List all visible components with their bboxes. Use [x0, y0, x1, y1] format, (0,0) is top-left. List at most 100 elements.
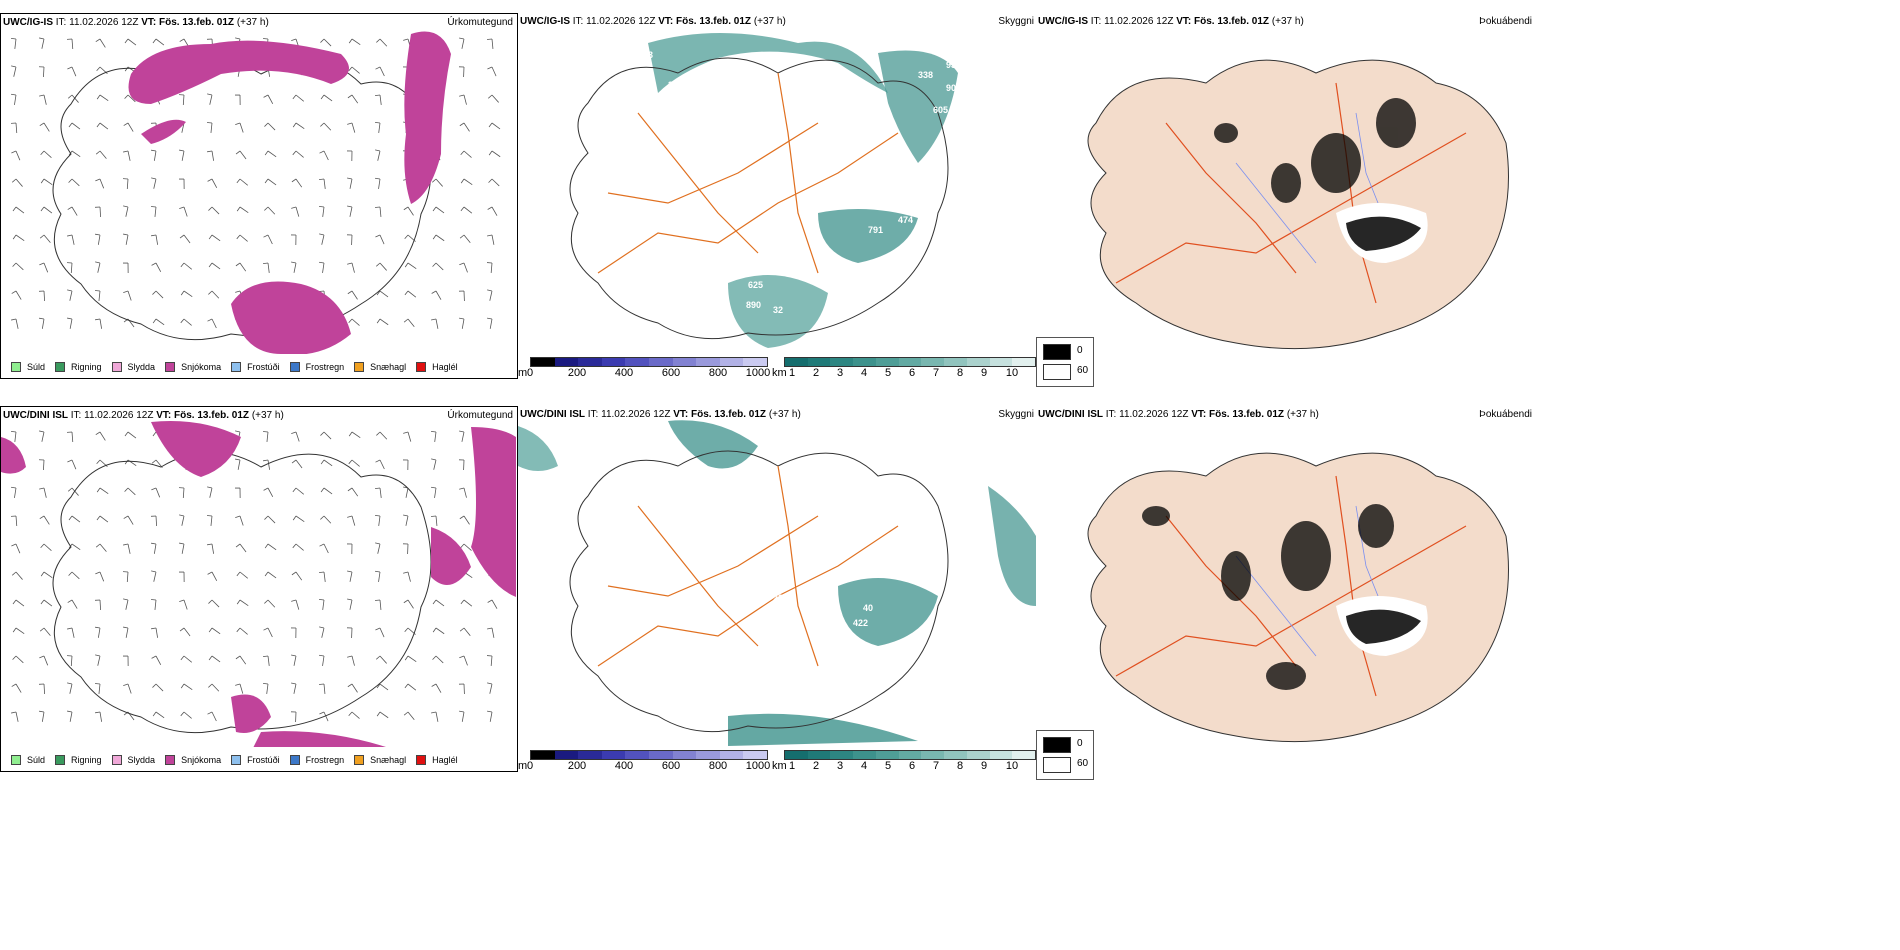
- wind-barb: [178, 487, 185, 499]
- wind-barb: [95, 150, 107, 159]
- wind-barb: [234, 487, 241, 499]
- visibility-area: [878, 50, 958, 163]
- wind-barb: [346, 543, 353, 555]
- wind-barb: [432, 206, 445, 214]
- wind-barb: [151, 570, 157, 582]
- wind-barb: [430, 486, 437, 498]
- wind-barb: [319, 150, 329, 161]
- wind-barb: [123, 290, 132, 301]
- wind-barb: [458, 683, 465, 695]
- wind-barb: [95, 626, 101, 638]
- wind-barb: [39, 710, 45, 722]
- colorbar-cell: [785, 751, 808, 759]
- cloudbase-label: 141: [778, 185, 793, 195]
- wind-barb: [290, 711, 297, 723]
- wind-barb: [208, 262, 221, 270]
- wind-barb: [11, 150, 21, 161]
- wind-barb: [487, 234, 495, 245]
- wind-barb: [292, 150, 304, 158]
- wind-barb: [375, 459, 385, 470]
- wind-barb: [207, 486, 213, 498]
- wind-barb: [152, 38, 165, 46]
- colorbar-cell: [853, 358, 876, 366]
- wind-barb: [206, 515, 213, 526]
- wind-barb: [291, 431, 300, 442]
- colorbar-cell: [696, 751, 720, 759]
- wind-barb: [487, 599, 498, 609]
- colorbar-cell: [531, 751, 555, 759]
- wind-barb: [150, 206, 157, 217]
- wind-barb: [95, 543, 107, 552]
- wind-barb: [95, 711, 103, 722]
- wind-barb: [376, 655, 387, 664]
- snow-area: [404, 31, 451, 204]
- wind-barb: [10, 431, 17, 442]
- legend-swatch: [289, 362, 300, 372]
- cloud-panel-bottom: UWC/DINI ISL IT: 11.02.2026 12Z VT: Fös.…: [518, 406, 1036, 772]
- wind-barb: [207, 318, 217, 329]
- wind-barb: [431, 318, 439, 329]
- panel-title: UWC/IG-IS IT: 11.02.2026 12Z VT: Fös. 13…: [3, 17, 269, 28]
- wind-barb: [95, 38, 106, 48]
- legend-swatch: [354, 362, 365, 372]
- wind-barb: [66, 655, 73, 667]
- wind-barb: [374, 599, 382, 610]
- wind-barb: [487, 206, 498, 216]
- wind-barb: [67, 599, 78, 609]
- cloudbase-colorbar: m 0 200 400 600 800 1000: [518, 750, 770, 772]
- wind-barb: [39, 627, 51, 636]
- wind-barb: [12, 234, 25, 242]
- colorbar-cell: [554, 751, 579, 759]
- wind-barb: [347, 515, 356, 526]
- wind-barb: [208, 683, 220, 692]
- wind-barb: [262, 262, 270, 273]
- fog-patches: [1214, 98, 1416, 203]
- wind-barb: [11, 571, 23, 580]
- fog-swatch-low: [1043, 364, 1071, 380]
- colorbar-cell: [743, 751, 767, 759]
- wind-barb: [95, 233, 101, 245]
- wind-barb: [150, 515, 157, 527]
- wind-barb: [264, 599, 276, 608]
- wind-barb: [38, 459, 45, 471]
- wind-barb: [95, 261, 101, 273]
- wind-barb: [264, 206, 276, 215]
- snow-area: [128, 40, 349, 104]
- wind-barb: [94, 599, 101, 611]
- wind-barb: [291, 206, 300, 217]
- wind-barb: [123, 205, 129, 217]
- colorbar-cell: [601, 358, 626, 366]
- snow-area: [471, 427, 516, 597]
- wind-barb: [122, 655, 129, 667]
- snow-area: [231, 281, 351, 354]
- wind-barb: [348, 38, 361, 45]
- colorbar-cell: [807, 751, 831, 759]
- legend-swatch: [111, 755, 122, 765]
- wind-barb: [123, 150, 131, 161]
- wind-barb: [376, 290, 389, 298]
- cloudbase-label: 338: [918, 70, 933, 80]
- legend-swatch: [165, 362, 176, 372]
- wind-barb: [291, 654, 297, 666]
- wind-barb: [403, 206, 414, 216]
- wind-barb: [347, 683, 358, 693]
- panel-kind-label: Þokuábendi: [1479, 409, 1532, 420]
- wind-barb: [376, 38, 388, 47]
- wind-barb: [402, 543, 409, 555]
- wind-barb: [11, 178, 23, 187]
- wind-barb: [95, 431, 106, 441]
- wind-barb: [236, 178, 249, 186]
- wind-barb: [179, 206, 188, 217]
- wind-barb: [96, 487, 109, 495]
- legend-swatch: [55, 755, 66, 765]
- legend-swatch: [111, 362, 122, 372]
- iceland-outline: [569, 57, 949, 340]
- wind-barb: [488, 122, 501, 130]
- legend-swatch: [11, 755, 21, 765]
- wind-barb: [236, 206, 249, 213]
- wind-barb: [67, 206, 78, 216]
- wind-barb: [235, 543, 247, 553]
- wind-barb: [95, 571, 105, 582]
- wind-barb: [123, 626, 129, 638]
- wind-barb: [12, 627, 25, 635]
